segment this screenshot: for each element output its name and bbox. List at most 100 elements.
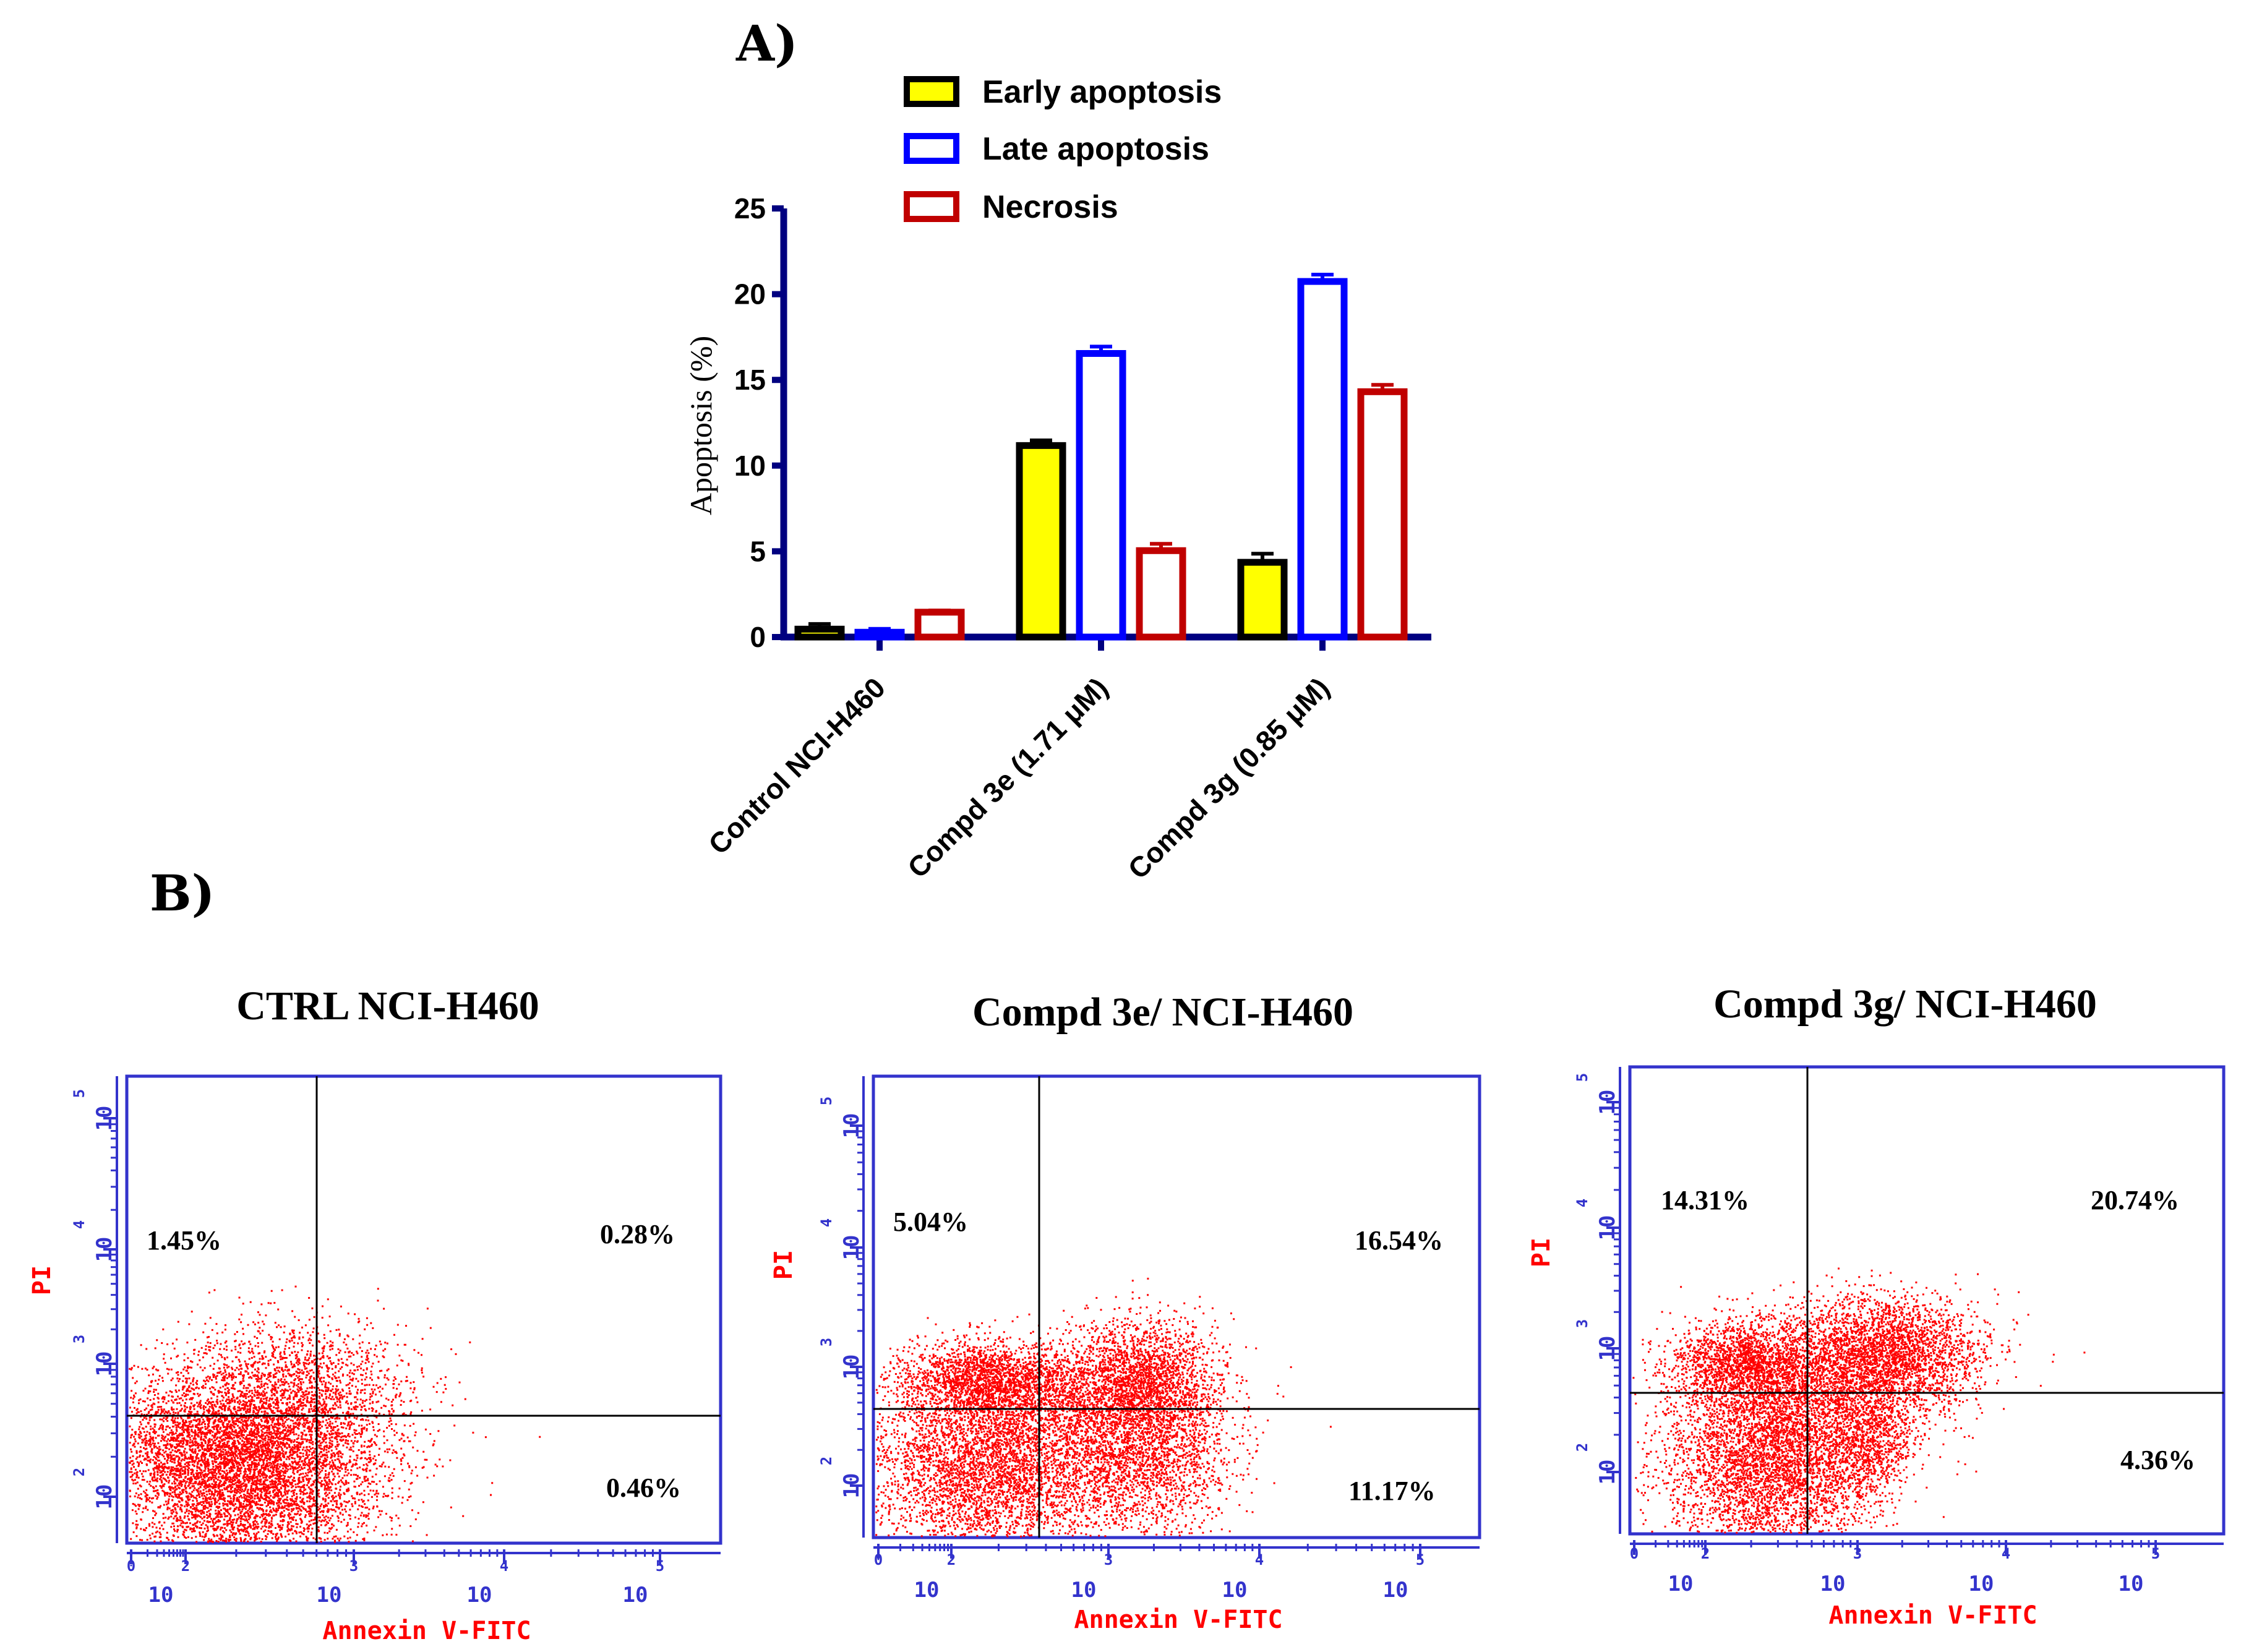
bar-late (1297, 278, 1348, 641)
quadrant-upper-left-value: 14.31% (1661, 1185, 1749, 1215)
flow-plot-ctrl: 1.45% 0.28% 0.46% 0 2 10 3 10 4 10 5 10 10 2 10 3 10 4… (28, 1074, 722, 1645)
y-tick-label: 25 (734, 192, 766, 225)
x-tick-exponent: 4 (1255, 1551, 1264, 1569)
x-tick-base: 10 (148, 1583, 174, 1607)
y-tick-base: 10 (1595, 1090, 1620, 1115)
bar-necrosis (1136, 547, 1186, 641)
y-tick-exponent: 5 (71, 1089, 88, 1098)
y-tick-base: 10 (1595, 1215, 1620, 1241)
category-label-3g: Compd 3g (0.85 μM) (1121, 671, 1335, 885)
y-tick-exponent: 5 (1574, 1073, 1591, 1082)
y-axis-title: PI (769, 1250, 798, 1280)
y-tick-label: 20 (734, 278, 766, 310)
flow-title-3g: Compd 3g/ NCI-H460 (1713, 982, 2097, 1027)
y-tick-exponent: 2 (1574, 1443, 1591, 1452)
bar-necrosis (1357, 388, 1408, 641)
y-tick-exponent: 5 (818, 1097, 835, 1105)
bars (794, 272, 1408, 641)
y-tick-base: 10 (1595, 1336, 1620, 1361)
x-tick-base: 10 (623, 1583, 648, 1607)
flow-plot-3e: 5.04% 16.54% 11.17% 0 2103104105101021031… (769, 1074, 1481, 1634)
x-tick-exponent: 2 (947, 1551, 956, 1569)
x-tick-base: 10 (1071, 1578, 1097, 1603)
legend-label-early: Early apoptosis (982, 74, 1222, 110)
x-tick-exponent: 0 (874, 1551, 883, 1569)
x-axis-title: Annexin V-FITC (1828, 1601, 2037, 1630)
bar-early (1237, 559, 1288, 641)
x-tick-exponent: 2 (181, 1557, 190, 1575)
x-tick-exponent: 5 (1416, 1551, 1425, 1569)
y-tick-exponent: 4 (71, 1220, 88, 1229)
bar-late (1076, 350, 1126, 641)
y-tick-base: 10 (92, 1484, 117, 1510)
y-tick-exponent: 4 (1574, 1199, 1591, 1207)
y-tick-base: 10 (839, 1113, 864, 1139)
x-tick-base: 10 (2119, 1572, 2144, 1596)
flow-plot-3g: 14.31% 20.74% 4.36% 0 2103104105101021031… (1527, 1065, 2226, 1630)
flow-dots-path (875, 1277, 1332, 1538)
y-tick-base: 10 (839, 1355, 864, 1380)
quadrant-upper-left-value: 5.04% (893, 1207, 968, 1237)
legend-swatch-late (904, 133, 959, 164)
x-tick-exponent: 0 (127, 1557, 135, 1575)
x-tick-exponent: 5 (2151, 1545, 2160, 1562)
y-tick-base: 10 (92, 1237, 117, 1262)
x-axis-title: Annexin V-FITC (1074, 1606, 1282, 1634)
y-tick-exponent: 2 (818, 1457, 835, 1465)
x-tick-exponent: 3 (349, 1557, 358, 1575)
legend-label-late: Late apoptosis (982, 131, 1209, 167)
quadrant-upper-right-value: 0.28% (600, 1219, 675, 1249)
y-tick-exponent: 3 (818, 1338, 835, 1346)
x-tick-base: 10 (1383, 1578, 1408, 1603)
y-tick-exponent: 4 (818, 1218, 835, 1227)
panel-b-label: B) (150, 864, 215, 922)
y-tick-base: 10 (92, 1106, 117, 1131)
category-label-control: Control NCI-H460 (702, 671, 891, 860)
y-tick-exponent: 2 (71, 1468, 88, 1476)
y-tick-exponent: 3 (71, 1335, 88, 1343)
quadrant-upper-left-value: 1.45% (147, 1225, 221, 1256)
x-tick-exponent: 3 (1853, 1545, 1862, 1562)
flow-title-ctrl: CTRL NCI-H460 (236, 983, 539, 1029)
y-tick-label: 0 (750, 621, 766, 653)
y-tick-exponent: 3 (1574, 1319, 1591, 1328)
y-ticks: 0 5 10 15 20 25 (734, 192, 784, 653)
flow-dots-path (129, 1285, 541, 1543)
category-label-3e: Compd 3e (1.71 μM) (901, 671, 1114, 884)
x-tick-exponent: 4 (2002, 1545, 2010, 1562)
x-tick-base: 10 (317, 1583, 342, 1607)
y-axis-label: Apoptosis (%) (683, 336, 718, 515)
legend-item-necrosis: Necrosis (904, 189, 1118, 225)
y-tick-base: 10 (839, 1235, 864, 1260)
flow-dots-path (1632, 1267, 2086, 1534)
flow-ticks: 0 2 10 3 10 4 10 5 10 10 2 10 3 10 4 10 5 (71, 1076, 721, 1607)
y-tick-base: 10 (1595, 1460, 1620, 1485)
y-tick-label: 10 (734, 450, 766, 482)
flow-ticks: 0 2 10 3 10 4 10 5 10 10 2 10 3 10 4 10 5 (818, 1076, 1480, 1603)
flow-dots (875, 1277, 1332, 1538)
x-axis-title: Annexin V-FITC (322, 1617, 531, 1645)
flow-frame (872, 1074, 1481, 1539)
bar-early (794, 625, 845, 641)
y-tick-base: 10 (839, 1473, 864, 1499)
quadrant-upper-right-value: 16.54% (1355, 1225, 1443, 1256)
legend-item-late: Late apoptosis (904, 131, 1209, 167)
x-tick-exponent: 3 (1104, 1551, 1113, 1569)
bar-necrosis (914, 609, 965, 641)
x-tick-base: 10 (467, 1583, 492, 1607)
quadrant-lower-right-value: 0.46% (606, 1473, 681, 1503)
quadrant-lower-right-value: 4.36% (2120, 1445, 2195, 1475)
quadrant-upper-right-value: 20.74% (2091, 1185, 2179, 1215)
y-tick-label: 15 (734, 364, 766, 396)
legend: Early apoptosis Late apoptosis Necrosis (904, 74, 1222, 225)
legend-swatch-early (904, 76, 959, 107)
x-tick-exponent: 5 (656, 1557, 664, 1575)
flow-dots (129, 1285, 541, 1543)
legend-swatch-necrosis (904, 191, 959, 222)
x-tick-base: 10 (914, 1578, 940, 1603)
x-tick-exponent: 4 (500, 1557, 508, 1575)
x-tick-base: 10 (1969, 1572, 1994, 1596)
bar-early (1016, 442, 1066, 641)
x-tick-base: 10 (1668, 1572, 1694, 1596)
